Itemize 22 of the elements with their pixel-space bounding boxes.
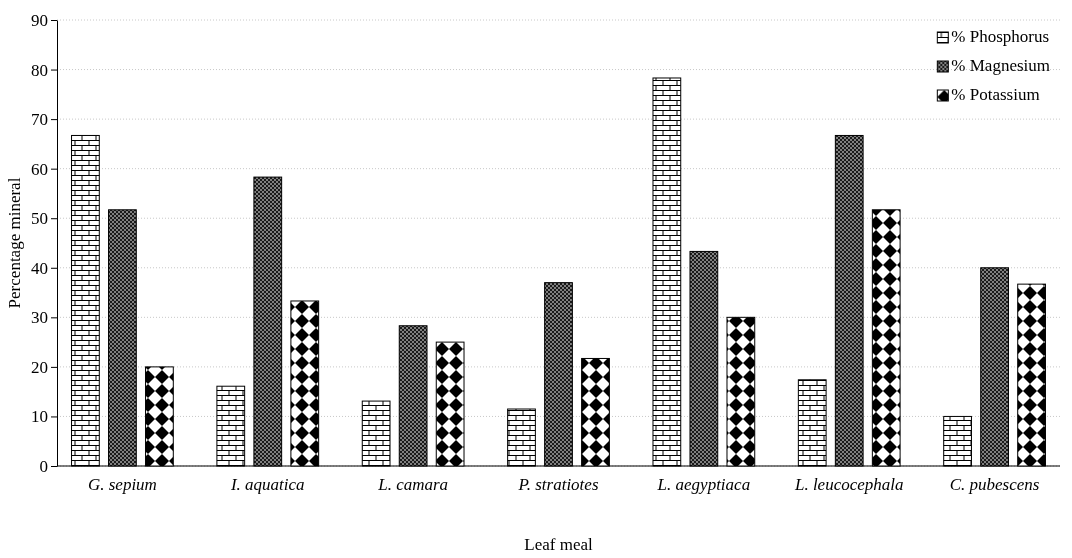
x-tick-label: P. stratiotes xyxy=(517,475,599,495)
y-tick-label: 80 xyxy=(31,60,48,80)
legend-label: % Potassium xyxy=(951,85,1040,104)
y-tick-label: 70 xyxy=(31,110,48,130)
y-tick-label: 30 xyxy=(31,308,48,328)
y-tick-label: 50 xyxy=(31,209,48,229)
legend-label: % Magnesium xyxy=(951,56,1050,75)
legend-label: % Phosphorus xyxy=(951,27,1050,46)
y-tick-label: 0 xyxy=(39,456,48,476)
x-tick-label: I. aquatica xyxy=(229,475,305,495)
y-tick-label: 40 xyxy=(31,258,48,278)
x-axis-title: Leaf meal xyxy=(524,535,593,554)
y-axis-title: Percentage mineral xyxy=(5,177,24,309)
y-tick-label: 10 xyxy=(31,407,48,427)
y-tick-label: 20 xyxy=(31,357,48,377)
x-tick-label: L. aegyptiaca xyxy=(656,475,751,495)
y-tick-label: 60 xyxy=(31,159,48,179)
y-tick-label: 90 xyxy=(31,10,48,30)
x-tick-label: L. camara xyxy=(377,475,449,495)
x-tick-label: G. sepium xyxy=(87,475,157,495)
x-tick-label: C. pubescens xyxy=(949,475,1040,495)
x-tick-label: L. leucocephala xyxy=(793,475,904,495)
